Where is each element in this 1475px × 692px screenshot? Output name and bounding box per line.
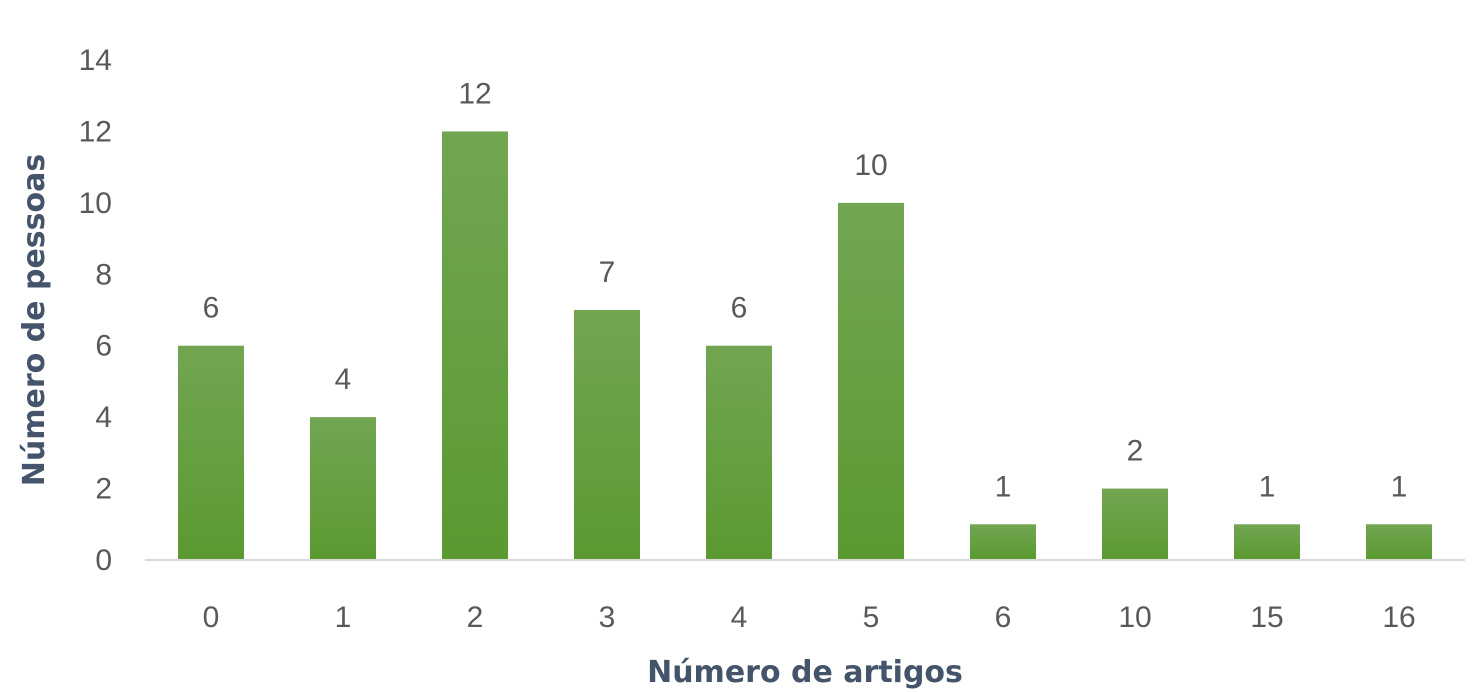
data-label: 10: [854, 149, 887, 182]
x-axis-title: Número de artigos: [647, 655, 963, 690]
data-label: 1: [1259, 470, 1276, 503]
y-tick-label: 6: [95, 330, 112, 363]
x-tick-label: 3: [599, 601, 616, 634]
bar: [1366, 524, 1432, 560]
bars: [178, 131, 1432, 560]
x-tick-label: 16: [1382, 601, 1415, 634]
bar: [706, 345, 772, 560]
bar: [1102, 488, 1168, 560]
x-tick-label: 6: [995, 601, 1012, 634]
y-tick-label: 2: [95, 473, 112, 506]
bar: [574, 310, 640, 560]
bar: [970, 524, 1036, 560]
y-tick-label: 12: [79, 115, 112, 148]
y-tick-label: 10: [79, 187, 112, 220]
y-tick-label: 4: [95, 401, 112, 434]
y-tick-label: 14: [79, 44, 112, 77]
data-label: 6: [203, 292, 220, 325]
data-label: 7: [599, 256, 616, 289]
bar: [1234, 524, 1300, 560]
y-tick-label: 0: [95, 544, 112, 577]
data-label: 2: [1127, 435, 1144, 468]
x-tick-label: 15: [1250, 601, 1283, 634]
y-axis-title: Número de pessoas: [17, 154, 52, 486]
y-axis-ticks: 0 2 4 6 8 10 12 14: [79, 44, 112, 577]
bar: [838, 202, 904, 560]
data-label: 6: [731, 292, 748, 325]
x-tick-label: 0: [203, 601, 220, 634]
x-tick-label: 5: [863, 601, 880, 634]
x-axis-ticks: 0 1 2 3 4 5 6 10 15 16: [203, 601, 1416, 634]
bar: [442, 131, 508, 560]
x-tick-label: 2: [467, 601, 484, 634]
x-tick-label: 10: [1118, 601, 1151, 634]
x-tick-label: 4: [731, 601, 748, 634]
data-label: 1: [1391, 470, 1408, 503]
data-label: 12: [458, 77, 491, 110]
data-label: 4: [335, 363, 352, 396]
y-tick-label: 8: [95, 258, 112, 291]
x-tick-label: 1: [335, 601, 352, 634]
bar: [310, 417, 376, 560]
data-label: 1: [995, 470, 1012, 503]
bar: [178, 345, 244, 560]
